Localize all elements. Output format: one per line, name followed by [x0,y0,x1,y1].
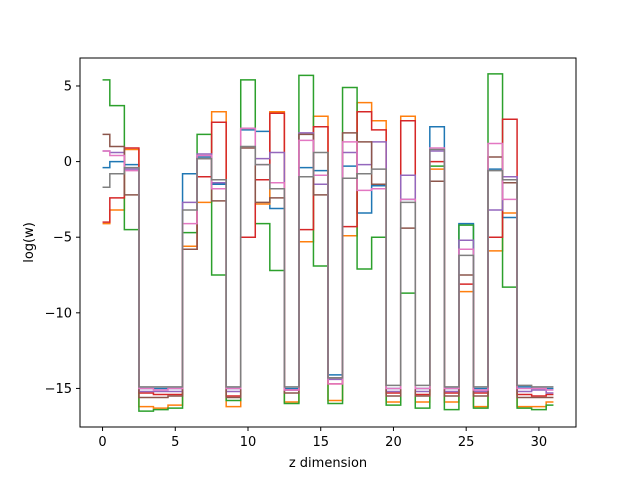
y-tick-label: −5 [53,231,72,246]
series-layer [102,73,554,412]
y-tick-label: −15 [45,382,72,397]
x-tick-label: 15 [312,435,329,450]
x-tick-label: 10 [240,435,257,450]
series-line-5 [102,127,554,394]
y-axis-label: log(w) [22,222,37,263]
y-ticks: 5 0 −5 −10 −15 [45,79,80,397]
x-tick-label: 20 [385,435,402,450]
series-line-8 [102,145,554,388]
x-axis-label: z dimension [289,456,367,471]
y-tick-label: −10 [45,306,72,321]
x-tick-label: 5 [171,435,179,450]
x-tick-label: 25 [458,435,475,450]
plot-frame [79,57,577,428]
x-ticks: 0 5 10 15 20 25 30 [98,427,547,450]
x-tick-label: 0 [98,435,106,450]
y-tick-label: 0 [64,155,72,170]
y-tick-label: 5 [64,79,72,94]
x-tick-label: 30 [531,435,548,450]
